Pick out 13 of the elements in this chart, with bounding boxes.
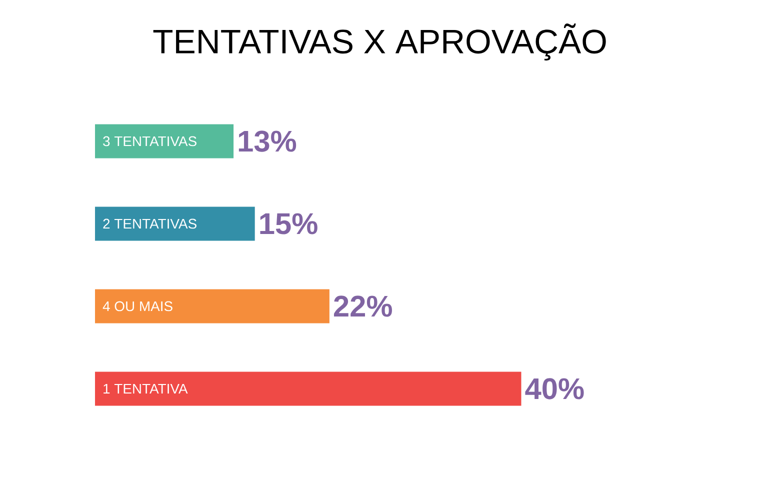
y-tick-label: 2 TENTATIVAS <box>103 218 196 229</box>
data-label: 13% <box>238 130 296 152</box>
y-tick-label: 3 TENTATIVAS <box>103 136 196 146</box>
data-label: 15% <box>260 213 318 234</box>
bar <box>95 206 255 241</box>
bar <box>95 372 522 406</box>
data-label: 40% <box>525 378 584 400</box>
chart-title: TENTATIVAS X APROVAÇÃO <box>153 24 606 60</box>
y-tick-label: 1 TENTATIVA <box>104 384 188 394</box>
bar <box>95 289 330 324</box>
y-tick-label: 4 OU MAIS <box>102 301 172 312</box>
data-label: 22% <box>334 296 392 317</box>
bar <box>95 124 234 158</box>
